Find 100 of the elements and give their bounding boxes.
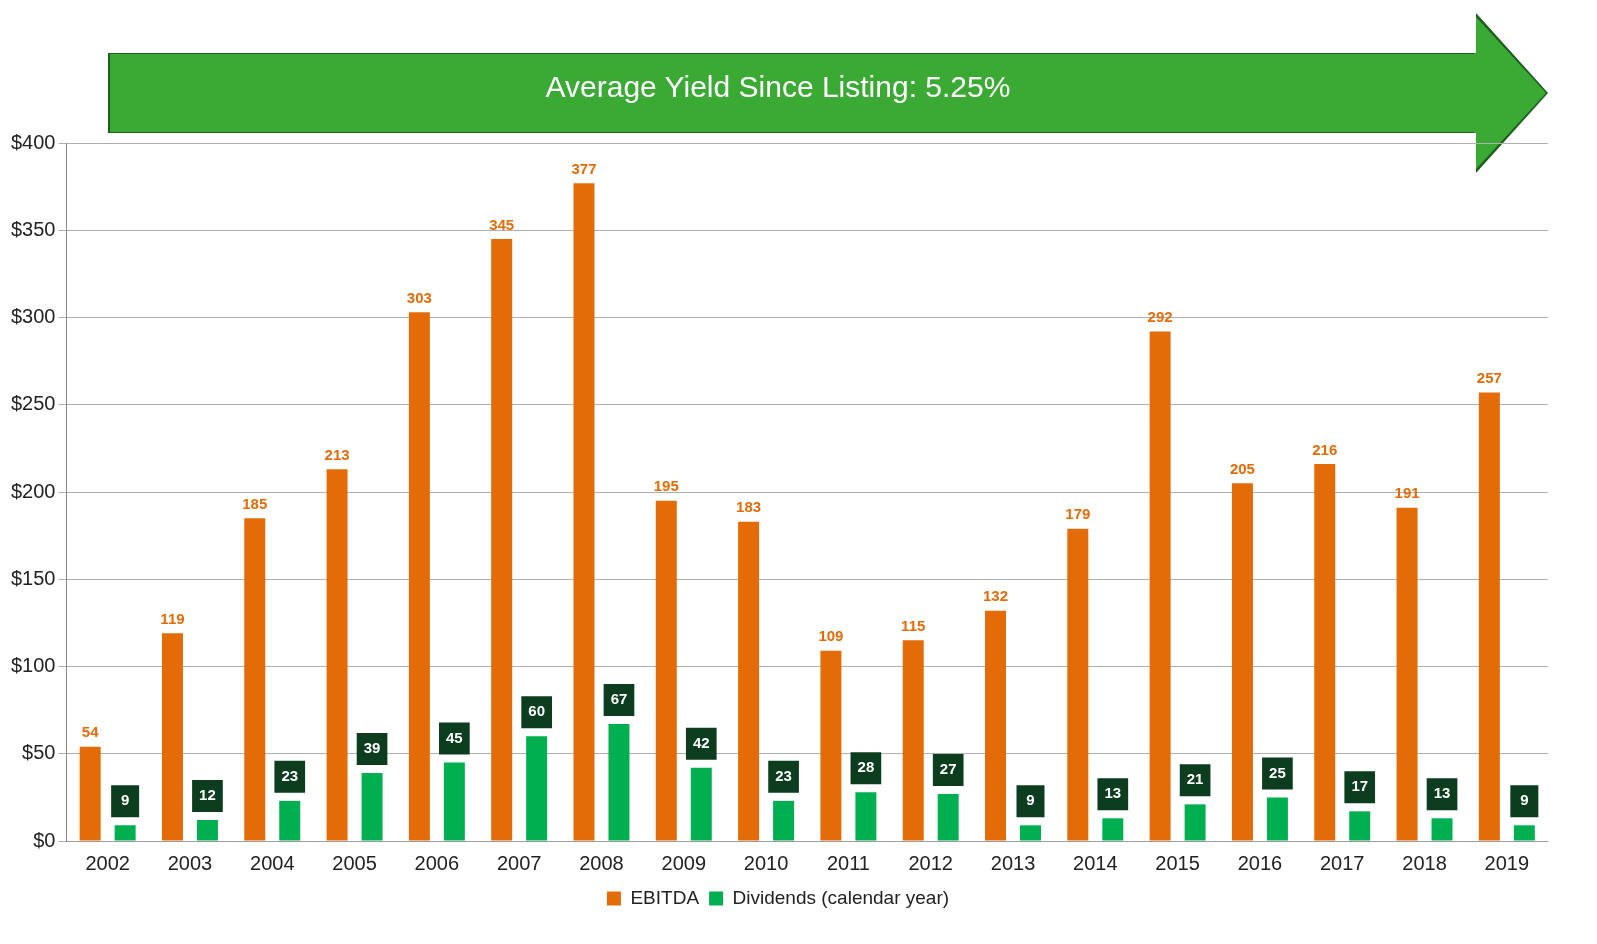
bar xyxy=(690,767,712,841)
bar xyxy=(1478,392,1500,841)
data-label: 345 xyxy=(489,215,515,233)
x-tick-label: 2002 xyxy=(85,851,130,874)
data-label: 216 xyxy=(1312,440,1338,458)
y-tick-label: $300 xyxy=(10,305,56,328)
bar xyxy=(279,800,301,841)
legend-label: Dividends (calendar year) xyxy=(732,886,950,908)
bar xyxy=(443,762,465,841)
x-tick-label: 2014 xyxy=(1073,851,1118,874)
y-tick-label: $350 xyxy=(10,217,56,240)
x-tick-label: 2003 xyxy=(167,851,213,874)
y-tick-label: $150 xyxy=(10,566,56,589)
bar xyxy=(361,772,383,841)
x-tick-label: 2016 xyxy=(1237,851,1283,874)
x-tick-label: 2009 xyxy=(661,851,707,874)
data-label: 185 xyxy=(242,494,268,512)
data-label: 17 xyxy=(1351,777,1369,795)
y-tick-label: $200 xyxy=(10,479,56,502)
data-label: 23 xyxy=(775,767,792,785)
bar xyxy=(1067,528,1089,841)
bar xyxy=(1149,331,1171,841)
data-label: 183 xyxy=(736,498,762,516)
bar xyxy=(244,518,266,841)
bar xyxy=(408,312,430,841)
data-label: 109 xyxy=(818,627,844,645)
bar xyxy=(1431,818,1453,841)
data-label: 119 xyxy=(160,609,185,627)
bar xyxy=(526,736,548,841)
data-label: 54 xyxy=(81,723,100,741)
data-label: 25 xyxy=(1269,763,1286,781)
x-tick-label: 2017 xyxy=(1319,851,1365,874)
bar xyxy=(573,183,595,841)
x-tick-label: 2006 xyxy=(414,851,460,874)
bar xyxy=(161,633,183,841)
data-label: 28 xyxy=(857,758,875,776)
bar xyxy=(326,469,348,841)
bar xyxy=(1349,811,1371,841)
bar xyxy=(773,800,795,841)
data-label: 292 xyxy=(1147,308,1173,326)
data-label: 195 xyxy=(653,477,679,495)
x-tick-label: 2011 xyxy=(826,851,870,874)
data-label: 60 xyxy=(528,702,546,720)
data-label: 27 xyxy=(939,760,957,778)
data-label: 115 xyxy=(901,616,926,634)
data-label: 12 xyxy=(199,786,216,804)
data-label: 13 xyxy=(1104,784,1122,802)
bar xyxy=(608,724,630,841)
data-label: 13 xyxy=(1433,784,1451,802)
bar xyxy=(1513,825,1535,841)
data-label: 257 xyxy=(1476,369,1502,387)
x-tick-label: 2012 xyxy=(908,851,953,874)
bar xyxy=(855,792,877,841)
bar xyxy=(902,640,924,841)
data-label: 179 xyxy=(1065,505,1091,523)
bar xyxy=(937,793,959,841)
bar xyxy=(79,746,101,841)
x-tick-label: 2019 xyxy=(1484,851,1530,874)
data-label: 303 xyxy=(406,288,432,306)
y-tick-label: $400 xyxy=(10,130,56,153)
bar xyxy=(1314,464,1336,841)
bar xyxy=(1184,804,1206,841)
y-tick-label: $250 xyxy=(10,392,56,415)
bar xyxy=(985,610,1007,841)
x-tick-label: 2010 xyxy=(743,851,789,874)
data-label: 42 xyxy=(692,733,710,751)
data-label: 377 xyxy=(571,159,597,177)
data-label: 23 xyxy=(281,767,299,785)
y-tick-label: $0 xyxy=(33,828,56,851)
data-label: 67 xyxy=(610,690,628,708)
x-tick-label: 2013 xyxy=(990,851,1036,874)
bar xyxy=(491,238,513,841)
data-label: 21 xyxy=(1186,770,1204,788)
x-tick-label: 2015 xyxy=(1155,851,1200,874)
x-tick-label: 2008 xyxy=(579,851,624,874)
bar xyxy=(738,521,760,841)
bar xyxy=(114,825,136,841)
data-label: 9 xyxy=(1026,791,1035,809)
text: Average Yield Since Listing: 5.25% xyxy=(544,70,1012,104)
legend-label: EBITDA xyxy=(630,886,700,908)
bar xyxy=(820,650,842,841)
data-label: 45 xyxy=(446,728,463,746)
y-tick-label: $50 xyxy=(22,741,56,764)
x-tick-label: 2007 xyxy=(496,851,542,874)
data-label: 191 xyxy=(1394,484,1420,502)
bar xyxy=(1266,797,1288,841)
bar xyxy=(1396,507,1418,841)
bar xyxy=(1231,483,1253,841)
data-label: 205 xyxy=(1229,459,1255,477)
x-tick-label: 2018 xyxy=(1402,851,1447,874)
data-label: 9 xyxy=(1520,791,1529,809)
data-label: 132 xyxy=(983,587,1009,605)
bar xyxy=(655,500,677,841)
x-tick-label: 2005 xyxy=(332,851,377,874)
x-tick-label: 2004 xyxy=(250,851,295,874)
y-tick-label: $100 xyxy=(10,654,56,677)
data-label: 213 xyxy=(324,445,350,463)
bar xyxy=(1020,825,1041,841)
data-label: 39 xyxy=(363,739,381,757)
bar xyxy=(1102,818,1124,841)
